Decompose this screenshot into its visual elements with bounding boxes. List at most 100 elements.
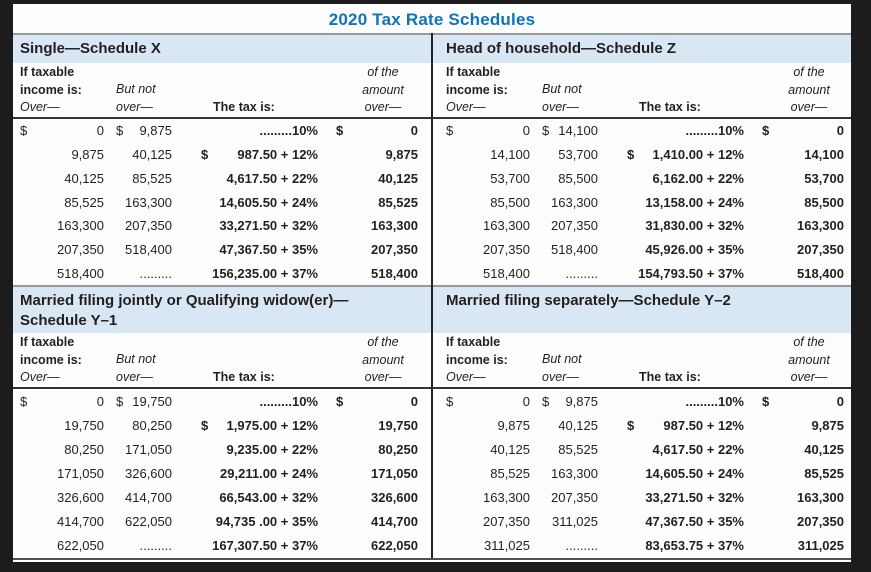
tax-value: .........10%: [259, 393, 318, 409]
cell-tax: 156,235.00 + 37%: [201, 266, 318, 281]
but-not-over-value: 9,875: [139, 123, 172, 139]
cell-over: 40,125: [446, 442, 530, 457]
header-but-not: But not: [542, 352, 582, 366]
cell-but-not-over: 163,300: [116, 195, 172, 210]
page-title: 2020 Tax Rate Schedules: [328, 10, 536, 29]
amount-over-value: 414,700: [371, 514, 418, 530]
dollar-sign: $: [201, 417, 209, 433]
cell-over: 85,525: [20, 195, 104, 210]
cell-but-not-over: 85,500: [542, 171, 598, 186]
amount-over-value: 40,125: [804, 441, 844, 457]
over-value: 171,050: [57, 465, 104, 481]
table-row: 14,100 53,700 $1,410.00 + 12% 14,100: [433, 143, 851, 167]
cell-over: 207,350: [446, 242, 530, 257]
amount-over-value: 0: [836, 393, 844, 409]
cell-but-not-over: 53,700: [542, 147, 598, 162]
cell-amount-over: 53,700: [762, 171, 844, 186]
header-of-the: of the: [793, 335, 825, 349]
cell-but-not-over: 85,525: [542, 442, 598, 457]
header-but-not-over: over—: [542, 99, 579, 114]
cell-over: 85,525: [446, 466, 530, 481]
table-row: 40,125 85,525 4,617.50 + 22% 40,125: [433, 437, 851, 461]
table-row: 163,300 207,350 33,271.50 + 32% 163,300: [433, 486, 851, 510]
but-not-over-value: 518,400: [125, 241, 172, 257]
table-row: 311,025 ......... 83,653.75 + 37% 311,02…: [433, 534, 851, 558]
cell-tax: $1,410.00 + 12%: [627, 147, 744, 162]
over-value: 207,350: [483, 241, 530, 257]
header-amount-over-column: of the amount over—: [340, 64, 426, 117]
but-not-over-value: 207,350: [551, 490, 598, 506]
column-headers: If taxable income is: Over— But not over…: [13, 63, 431, 119]
tax-value: 45,926.00 + 35%: [645, 241, 744, 257]
tax-value: 6,162.00 + 22%: [652, 170, 744, 186]
tax-value: 987.50 + 12%: [663, 417, 744, 433]
vertical-divider: [431, 33, 433, 558]
table-row: 171,050 326,600 29,211.00 + 24% 171,050: [13, 461, 431, 485]
amount-over-value: 9,875: [385, 147, 418, 163]
cell-over: 9,875: [446, 418, 530, 433]
cell-over: $0: [20, 123, 104, 138]
over-value: 0: [96, 123, 104, 139]
over-value: 163,300: [57, 218, 104, 234]
cell-tax: 29,211.00 + 24%: [201, 466, 318, 481]
column-headers: If taxable income is: Over— But not over…: [13, 333, 431, 389]
tax-value: 33,271.50 + 32%: [219, 218, 318, 234]
table-row: 85,500 163,300 13,158.00 + 24% 85,500: [433, 190, 851, 214]
cell-amount-over: 19,750: [336, 418, 418, 433]
header-but-not: But not: [116, 352, 156, 366]
over-value: 19,750: [64, 417, 104, 433]
but-not-over-value: 85,500: [558, 170, 598, 186]
amount-over-value: 311,025: [797, 538, 844, 554]
dollar-sign: $: [627, 147, 635, 163]
cell-but-not-over: .........: [542, 538, 598, 553]
header-over: Over—: [446, 100, 486, 114]
cell-but-not-over: 40,125: [542, 418, 598, 433]
cell-but-not-over: 40,125: [116, 147, 172, 162]
cell-tax: 14,605.50 + 24%: [627, 466, 744, 481]
cell-over: $0: [446, 123, 530, 138]
dollar-sign: $: [446, 393, 454, 409]
amount-over-value: 19,750: [378, 417, 418, 433]
but-not-over-value: 622,050: [125, 514, 172, 530]
cell-but-not-over: 414,700: [116, 490, 172, 505]
header-over-column: If taxable income is: Over—: [20, 334, 82, 387]
tax-value: 14,605.50 + 24%: [645, 465, 744, 481]
cell-over: 311,025: [446, 538, 530, 553]
table-row: 85,525 163,300 14,605.50 + 24% 85,525: [433, 461, 851, 485]
tax-value: 94,735 .00 + 35%: [215, 514, 318, 530]
cell-amount-over: 85,525: [336, 195, 418, 210]
header-but-not: But not: [116, 82, 156, 96]
header-tax-is: The tax is:: [213, 99, 275, 114]
over-value: 207,350: [57, 241, 104, 257]
schedule-married-filing-separately: Married filing separately—Schedule Y–2 I…: [433, 285, 851, 558]
dollar-sign: $: [762, 393, 770, 409]
cell-over: 19,750: [20, 418, 104, 433]
header-over-column: If taxable income is: Over—: [20, 64, 82, 117]
dollar-sign: $: [20, 123, 28, 139]
cell-amount-over: 9,875: [336, 147, 418, 162]
amount-over-value: 326,600: [371, 490, 418, 506]
cell-tax: .........10%: [627, 123, 744, 138]
schedule-header-band: Married filing jointly or Qualifying wid…: [13, 287, 431, 333]
cell-but-not-over: 80,250: [116, 418, 172, 433]
header-but-not-over-column: But not over—: [116, 351, 156, 386]
over-value: 53,700: [490, 170, 530, 186]
table-row: 207,350 518,400 45,926.00 + 35% 207,350: [433, 238, 851, 262]
table-row: 19,750 80,250 $1,975.00 + 12% 19,750: [13, 413, 431, 437]
dollar-sign: $: [116, 393, 124, 409]
cell-amount-over: 414,700: [336, 514, 418, 529]
table-row: 207,350 518,400 47,367.50 + 35% 207,350: [13, 238, 431, 262]
but-not-over-value: 171,050: [125, 441, 172, 457]
tax-value: 154,793.50 + 37%: [638, 265, 744, 281]
cell-tax: 154,793.50 + 37%: [627, 266, 744, 281]
over-value: 163,300: [483, 490, 530, 506]
cell-tax: .........10%: [627, 394, 744, 409]
table-row: 85,525 163,300 14,605.50 + 24% 85,525: [13, 190, 431, 214]
but-not-over-value: 163,300: [551, 194, 598, 210]
but-not-over-value: 14,100: [558, 123, 598, 139]
tax-value: 13,158.00 + 24%: [645, 194, 744, 210]
header-amount-over: over—: [364, 370, 402, 384]
table-row: 163,300 207,350 31,830.00 + 32% 163,300: [433, 214, 851, 238]
tax-value: 4,617.50 + 22%: [226, 170, 318, 186]
but-not-over-value: .........: [139, 538, 172, 554]
